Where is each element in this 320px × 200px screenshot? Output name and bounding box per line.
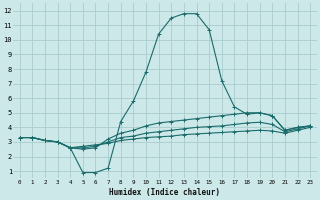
X-axis label: Humidex (Indice chaleur): Humidex (Indice chaleur): [109, 188, 220, 197]
